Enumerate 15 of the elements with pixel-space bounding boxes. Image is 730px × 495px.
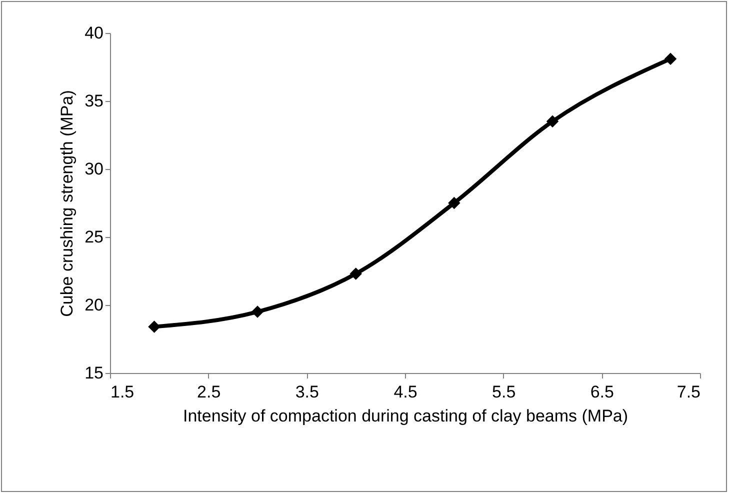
x-tick-label: 6.5 <box>590 382 614 402</box>
y-axis-title: Cube crushing strength (MPa) <box>58 90 77 317</box>
x-tick-label: 1.5 <box>110 382 134 402</box>
y-tick-label: 35 <box>84 92 104 110</box>
y-tick-label: 25 <box>84 228 104 246</box>
x-axis-title: Intensity of compaction during casting of clay beams (MPa) <box>182 406 628 426</box>
y-tick-label: 40 <box>84 24 104 42</box>
x-tick-label: 2.5 <box>197 382 221 402</box>
x-tick-label: 7.5 <box>676 382 700 402</box>
y-tick-label: 15 <box>84 364 104 382</box>
x-tick-label: 4.5 <box>394 382 418 402</box>
y-tick-label: 20 <box>84 296 104 314</box>
x-tick-label: 5.5 <box>492 382 516 402</box>
y-tick-label: 30 <box>84 160 104 178</box>
x-tick-label: 3.5 <box>295 382 319 402</box>
